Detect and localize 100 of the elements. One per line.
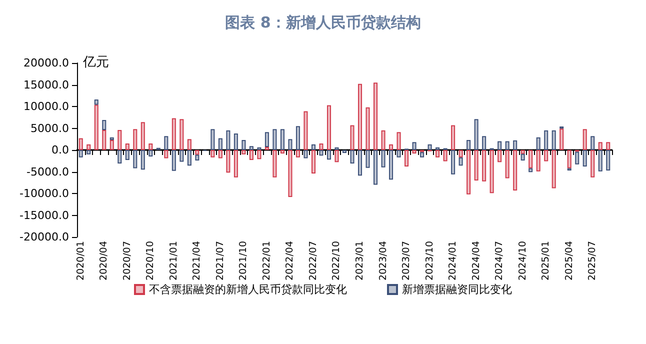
bar	[451, 150, 456, 174]
bar	[606, 142, 610, 150]
x-tick-label: 2020/07	[122, 241, 133, 280]
bar	[582, 129, 587, 150]
bar	[374, 82, 378, 150]
bar	[94, 100, 98, 105]
bar	[505, 141, 510, 150]
bar	[520, 150, 525, 154]
y-tick-label: -20000.0	[20, 230, 69, 244]
bar	[311, 150, 316, 174]
bar	[552, 130, 556, 150]
bar	[513, 140, 518, 150]
bar	[498, 150, 502, 162]
bar	[350, 150, 354, 164]
bar	[234, 150, 238, 178]
y-tick-label: -15000.0	[20, 208, 69, 222]
bar	[505, 150, 510, 178]
x-tick-label: 2022/10	[331, 241, 342, 280]
bar	[582, 150, 587, 167]
x-tick-label: 2021/10	[238, 241, 250, 280]
bar	[272, 150, 277, 178]
y-tick-label: -10000.0	[20, 187, 69, 200]
bar	[172, 150, 176, 171]
bar	[334, 150, 339, 162]
bar	[94, 104, 98, 150]
bar	[210, 150, 215, 158]
bar	[164, 150, 168, 158]
x-tick-label: 2023/04	[378, 241, 389, 280]
bar	[420, 152, 424, 158]
bar	[148, 143, 153, 150]
bar	[249, 150, 254, 160]
bar	[342, 150, 346, 154]
bar	[474, 119, 478, 150]
bar	[272, 129, 277, 150]
bar	[280, 129, 284, 150]
bar	[536, 150, 540, 172]
bar	[172, 118, 176, 150]
bar	[187, 139, 192, 150]
bar	[140, 122, 145, 150]
bar	[498, 141, 502, 150]
bar	[552, 150, 556, 188]
bar	[78, 138, 83, 150]
bar	[319, 150, 324, 156]
bar	[78, 150, 83, 158]
legend-label: 新增票据融资同比变化	[402, 283, 512, 296]
bar	[86, 150, 91, 154]
chart-title: 图表 8：新增人民币贷款结构	[225, 14, 421, 32]
y-tick-label: 5000.0	[30, 122, 69, 135]
bar	[567, 150, 572, 168]
bar	[280, 150, 284, 154]
bar	[125, 143, 130, 150]
bar	[133, 150, 138, 168]
bar	[264, 132, 269, 147]
bar	[326, 150, 331, 160]
bar	[544, 150, 548, 162]
bar	[443, 150, 448, 162]
bar	[482, 150, 486, 182]
bar	[528, 168, 533, 172]
bar	[242, 150, 246, 154]
bar	[304, 111, 308, 150]
x-tick-label: 2025/07	[587, 241, 598, 280]
x-tick-label: 2020/10	[145, 241, 156, 280]
x-tick-label: 2022/04	[284, 241, 296, 280]
bar	[374, 150, 378, 185]
y-tick-label: -5000.0	[26, 165, 69, 178]
bar	[226, 130, 230, 150]
bar	[288, 139, 292, 150]
bar	[296, 150, 300, 158]
x-tick-label: 2023/10	[424, 241, 436, 280]
bar	[513, 150, 518, 190]
x-tick-label: 2023/07	[401, 241, 412, 280]
x-tick-label: 2021/01	[168, 241, 180, 280]
bar	[536, 137, 540, 150]
bar	[218, 150, 222, 158]
x-tick-label: 2025/01	[540, 241, 552, 280]
bar	[381, 130, 386, 150]
bar	[358, 84, 362, 150]
bar	[458, 157, 463, 166]
bar	[210, 129, 215, 150]
y-tick-label: 10000.0	[24, 100, 69, 113]
bar	[242, 140, 246, 150]
bar	[187, 150, 192, 166]
bar	[296, 126, 300, 150]
bar	[404, 150, 409, 167]
bar	[180, 119, 184, 150]
bar	[575, 152, 580, 164]
bar	[218, 138, 222, 150]
bar	[598, 150, 602, 172]
bar	[389, 144, 394, 150]
bar	[86, 144, 91, 150]
bar	[396, 150, 401, 158]
bar	[590, 136, 595, 150]
x-tick-label: 2024/01	[448, 241, 459, 280]
bar	[234, 133, 238, 150]
bar	[458, 150, 463, 158]
bar	[598, 142, 602, 150]
bar	[125, 150, 130, 160]
bar	[474, 150, 478, 180]
bar	[311, 144, 316, 150]
x-tick-label: 2021/07	[214, 241, 226, 280]
